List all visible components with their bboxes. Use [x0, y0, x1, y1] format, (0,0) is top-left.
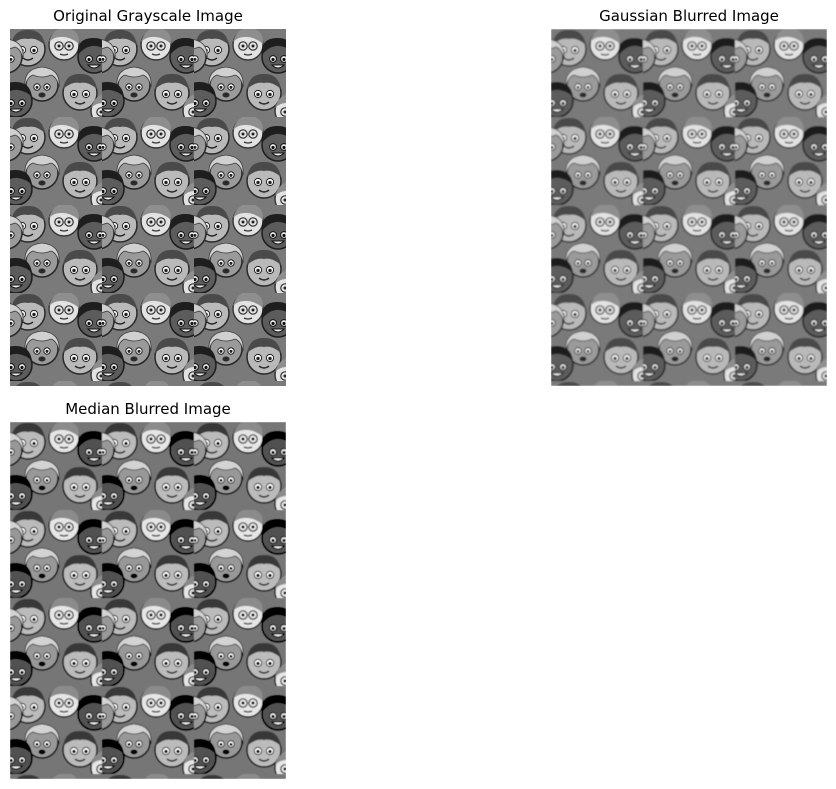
- panel-title-gaussian: Gaussian Blurred Image: [599, 7, 779, 25]
- panel-gaussian: Gaussian Blurred Image: [551, 0, 827, 387]
- panel-median: Median Blurred Image: [10, 393, 286, 780]
- panel-title-original: Original Grayscale Image: [53, 7, 243, 25]
- panel-title-median: Median Blurred Image: [65, 400, 231, 418]
- median-blurred-image: [10, 422, 286, 779]
- gaussian-blurred-image: [551, 29, 827, 386]
- original-grayscale-image: [10, 29, 286, 386]
- panel-original: Original Grayscale Image: [10, 0, 286, 387]
